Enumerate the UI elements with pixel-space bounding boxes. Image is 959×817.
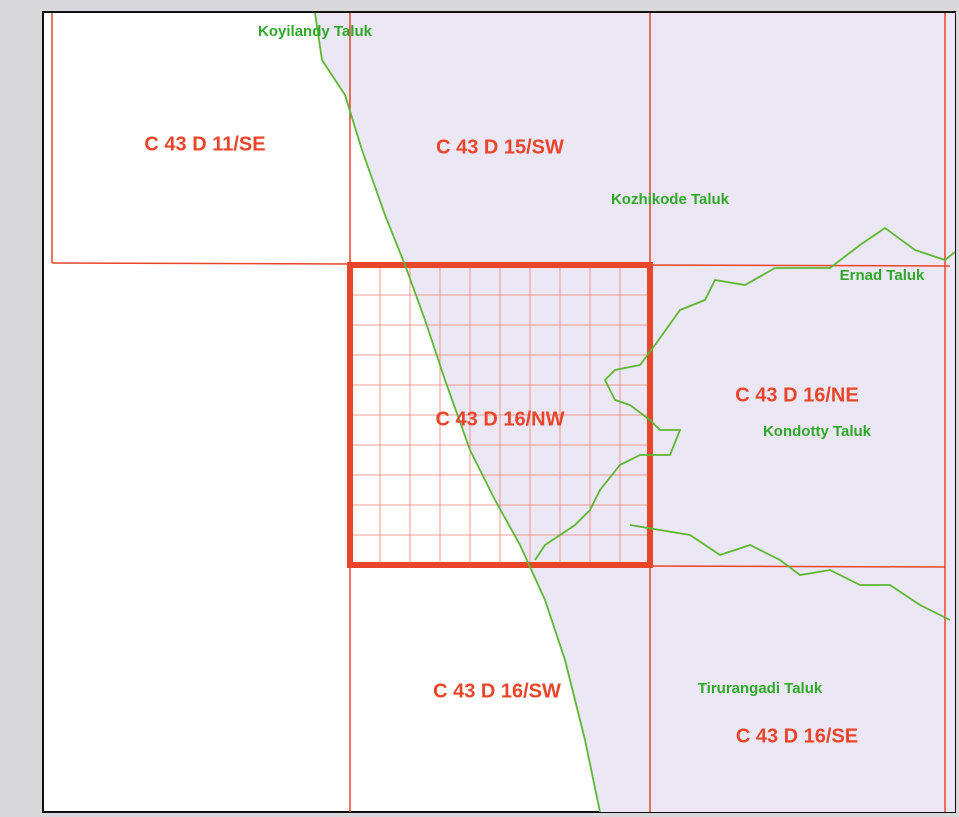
sheet-label: C 43 D 16/NE [735, 384, 858, 406]
taluk-label: Kozhikode Taluk [611, 191, 730, 208]
sheet-label: C 43 D 15/SW [436, 136, 564, 158]
sheet-label: C 43 D 16/NW [436, 408, 565, 430]
sheet-label: C 43 D 16/SE [736, 725, 858, 747]
taluk-label: Ernad Taluk [840, 267, 925, 284]
taluk-label: Koyilandy Taluk [258, 23, 373, 40]
fine-grid [350, 265, 650, 565]
selected-sheet [347, 262, 653, 568]
taluk-label: Kondotty Taluk [763, 423, 872, 440]
sheet-label: C 43 D 11/SE [144, 133, 265, 155]
boundaries [314, 12, 956, 813]
taluk-label: Tirurangadi Taluk [698, 680, 823, 697]
sheet-label: C 43 D 16/SW [433, 680, 561, 702]
land-area [315, 13, 955, 812]
